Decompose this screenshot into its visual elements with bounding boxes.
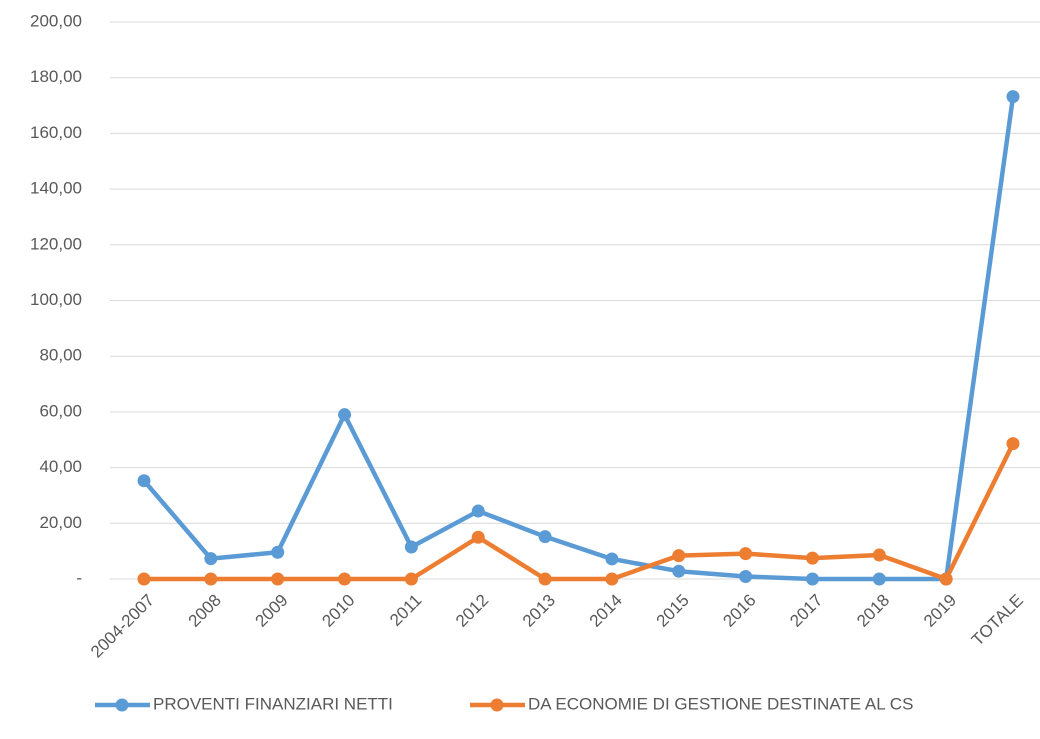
point — [672, 549, 686, 563]
point — [739, 547, 753, 561]
point — [1006, 90, 1020, 104]
point — [137, 474, 151, 488]
point — [872, 572, 886, 586]
x-tick-label: 2019 — [920, 591, 960, 631]
x-tick-label: 2018 — [853, 591, 893, 631]
point — [538, 530, 552, 544]
point — [672, 564, 686, 578]
x-tick-label: 2013 — [519, 591, 559, 631]
point — [271, 572, 285, 586]
point — [404, 572, 418, 586]
point — [538, 572, 552, 586]
y-tick-label: 120,00 — [30, 234, 82, 253]
point — [872, 548, 886, 562]
point — [939, 572, 953, 586]
x-tick-label: 2004-2007 — [87, 591, 158, 662]
point — [338, 408, 352, 422]
point — [404, 540, 418, 554]
x-tick-label: 2008 — [185, 591, 225, 631]
x-tick-label: 2015 — [653, 591, 693, 631]
y-tick-label: 180,00 — [30, 67, 82, 86]
x-tick-label: 2017 — [786, 591, 826, 631]
point — [471, 530, 485, 544]
y-tick-label: 100,00 — [30, 290, 82, 309]
series-line — [142, 96, 1016, 582]
legend-marker — [115, 698, 129, 712]
point — [271, 545, 285, 559]
series-line — [144, 442, 1016, 582]
y-tick-label: - — [76, 568, 82, 587]
point — [1006, 437, 1020, 451]
x-tick-label: TOTALE — [968, 591, 1027, 650]
y-tick-label: 20,00 — [39, 513, 82, 532]
legend-marker — [490, 698, 504, 712]
y-tick-label: 200,00 — [30, 11, 82, 30]
point — [204, 552, 218, 566]
point — [605, 552, 619, 566]
x-tick-label: 2009 — [252, 591, 292, 631]
point — [605, 572, 619, 586]
y-tick-label: 40,00 — [39, 457, 82, 476]
point — [204, 572, 218, 586]
legend-label: DA ECONOMIE DI GESTIONE DESTINATE AL CS — [528, 694, 913, 713]
x-tick-label: 2010 — [318, 591, 358, 631]
y-tick-label: 160,00 — [30, 123, 82, 142]
legend-label: PROVENTI FINANZIARI NETTI — [153, 694, 393, 713]
point — [805, 551, 819, 565]
y-tick-label: 60,00 — [39, 401, 82, 420]
y-tick-label: 80,00 — [39, 346, 82, 365]
point — [739, 569, 753, 583]
x-tick-label: 2014 — [586, 591, 626, 631]
x-tick-label: 2016 — [719, 591, 759, 631]
x-tick-label: 2011 — [386, 591, 425, 630]
x-tick-label: 2012 — [452, 591, 492, 631]
point — [338, 572, 352, 586]
point — [137, 572, 151, 586]
y-tick-label: 140,00 — [30, 179, 82, 198]
point — [471, 504, 485, 518]
point — [805, 572, 819, 586]
